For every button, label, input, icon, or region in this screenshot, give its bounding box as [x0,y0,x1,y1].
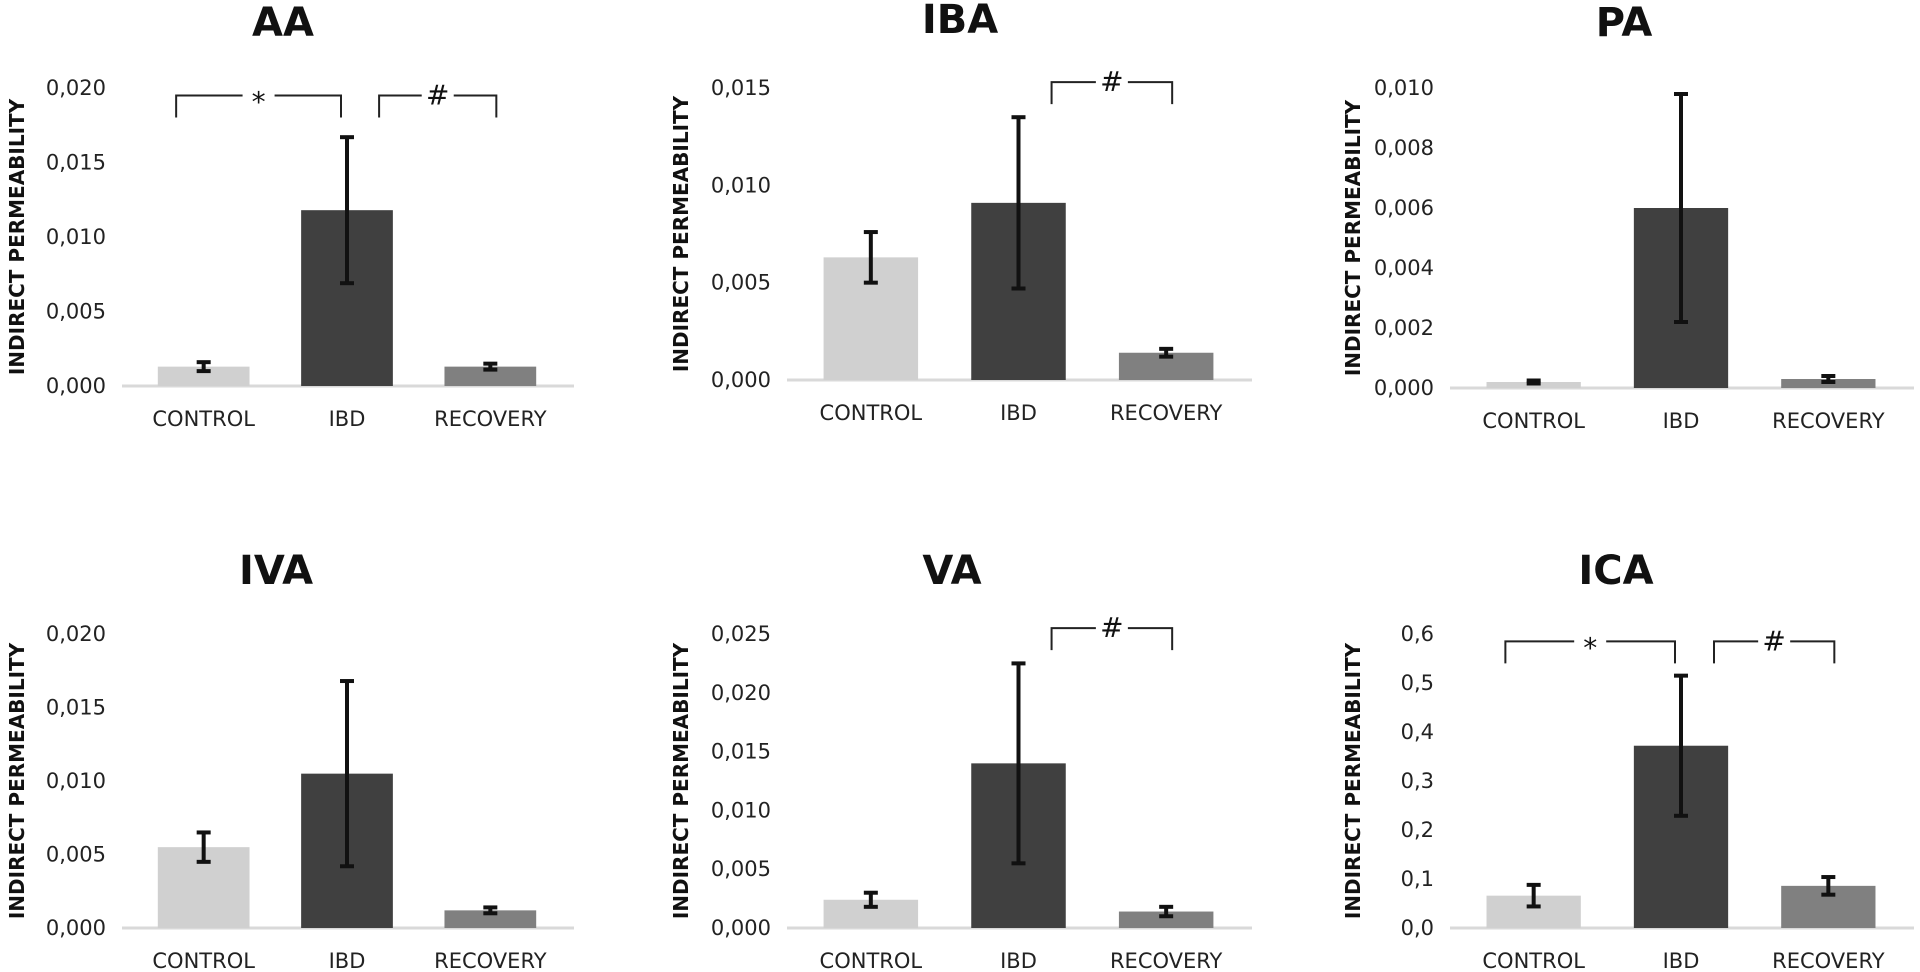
x-tick-label: RECOVERY [1110,949,1223,972]
y-tick-label: 0,6 [1401,622,1434,646]
y-tick-label: 0,010 [46,225,106,249]
y-tick-label: 0,000 [46,374,106,398]
x-tick-label: CONTROL [1482,949,1585,972]
y-tick-label: 0,4 [1401,720,1434,744]
y-tick-label: 0,010 [711,798,771,822]
y-tick-label: 0,005 [711,857,771,881]
x-tick-label: IBD [1000,401,1037,425]
significance-marker: * [1583,631,1597,664]
chart-va: VA INDIRECT PERMEABILITY 0,000 0,005 0,010 0,… [669,548,1252,972]
x-tick-label: RECOVERY [1772,409,1885,433]
y-tick-label: 0,025 [711,622,771,646]
chart-title: PA [1596,0,1653,46]
y-tick-label: 0,002 [1374,316,1434,340]
x-tick-label: CONTROL [152,407,255,431]
y-tick-label: 0,0 [1401,916,1434,940]
y-axis-label: INDIRECT PERMEABILITY [5,642,29,919]
x-tick-label: IBD [1663,409,1700,433]
y-tick-label: 0,3 [1401,769,1434,793]
chart-pa: PA INDIRECT PERMEABILITY 0,000 0,002 0,004 0,… [1341,0,1914,433]
bar-recovery [1118,911,1214,928]
y-tick-label: 0,004 [1374,256,1434,280]
significance-bracket [378,94,498,118]
significance-marker: # [426,78,449,111]
y-tick-label: 0,010 [711,173,771,197]
y-axis-label: INDIRECT PERMEABILITY [1341,99,1365,376]
significance-marker: # [1100,611,1123,644]
x-tick-label: RECOVERY [434,949,547,972]
y-tick-label: 0,006 [1374,196,1434,220]
y-tick-label: 0,1 [1401,867,1434,891]
chart-title: ICA [1578,548,1653,594]
x-tick-label: CONTROL [152,949,255,972]
x-tick-label: IBD [329,949,366,972]
y-axis-label: INDIRECT PERMEABILITY [669,642,693,919]
x-tick-label: RECOVERY [1772,949,1885,972]
significance-bracket [1504,640,1676,664]
y-tick-label: 0,000 [46,916,106,940]
y-axis-label: INDIRECT PERMEABILITY [669,95,693,372]
x-tick-label: IBD [1000,949,1037,972]
significance-bracket [175,94,342,118]
x-tick-label: IBD [329,407,366,431]
x-tick-label: CONTROL [820,401,923,425]
x-tick-label: IBD [1663,949,1700,972]
significance-bracket [1050,627,1174,651]
y-tick-label: 0,000 [711,368,771,392]
significance-bracket [1713,640,1836,664]
y-tick-label: 0,010 [1374,76,1434,100]
y-tick-label: 0,020 [46,76,106,100]
significance-marker: # [1762,624,1785,657]
chart-ica: ICA INDIRECT PERMEABILITY 0,0 0,1 0,2 0,3 0,4 0… [1341,548,1914,972]
y-tick-label: 0,015 [711,740,771,764]
y-tick-label: 0,008 [1374,136,1434,160]
y-axis-label: INDIRECT PERMEABILITY [1341,642,1365,919]
y-tick-label: 0,015 [46,151,106,175]
chart-title: IBA [922,0,998,43]
chart-aa: AA INDIRECT PERMEABILITY 0,000 0,005 0,010 0,… [5,0,574,431]
y-tick-label: 0,015 [46,696,106,720]
y-tick-label: 0,020 [46,622,106,646]
y-tick-label: 0,010 [46,769,106,793]
y-tick-label: 0,5 [1401,671,1434,695]
bar-control [157,366,250,386]
x-tick-label: RECOVERY [1110,401,1223,425]
y-tick-label: 0,020 [711,681,771,705]
bar-recovery [444,910,537,928]
y-tick-label: 0,015 [711,76,771,100]
chart-iba: IBA INDIRECT PERMEABILITY 0,000 0,005 0,010 0… [669,0,1252,425]
y-tick-label: 0,000 [1374,376,1434,400]
chart-title: IVA [239,548,313,594]
y-axis-label: INDIRECT PERMEABILITY [5,98,29,375]
y-tick-label: 0,000 [711,916,771,940]
chart-title: AA [252,0,314,46]
chart-title: VA [922,548,981,594]
significance-marker: # [1100,65,1123,98]
y-tick-label: 0,005 [46,300,106,324]
x-tick-label: CONTROL [1482,409,1585,433]
y-tick-label: 0,005 [46,843,106,867]
bar-recovery [444,366,537,386]
significance-bracket [1050,81,1174,105]
chart-iva: IVA INDIRECT PERMEABILITY 0,000 0,005 0,010 0… [5,548,574,972]
significance-marker: * [252,85,266,118]
x-tick-label: CONTROL [820,949,923,972]
y-tick-label: 0,005 [711,271,771,295]
y-tick-label: 0,2 [1401,818,1434,842]
x-tick-label: RECOVERY [434,407,547,431]
